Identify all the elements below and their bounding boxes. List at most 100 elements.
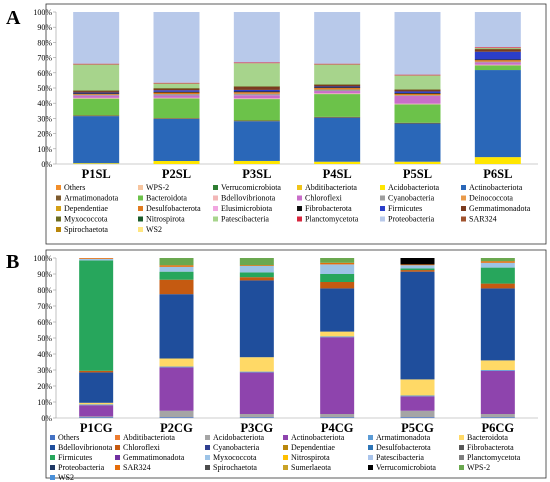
bar-seg-p3cg-wps-2 xyxy=(239,258,274,266)
bar-seg-p5sl-firmicutes xyxy=(394,91,441,93)
bar-seg-p3cg-firmicutes xyxy=(239,272,274,278)
bar-seg-p3cg-sar324 xyxy=(239,265,274,266)
bar-seg-p5sl-proteobacteria xyxy=(394,12,441,75)
legend-label-planctomycetota: Planctomycetota xyxy=(305,215,359,224)
legend-swatch-dependentiae xyxy=(56,206,61,211)
bar-seg-p6cg-bacteroidota xyxy=(480,360,515,370)
legend-label-firmicutes: Firmicutes xyxy=(58,453,92,462)
legend-label-firmicutes: Firmicutes xyxy=(388,204,422,213)
y-tick-label: 60% xyxy=(37,318,52,327)
legend-swatch-nitrospirota xyxy=(138,216,143,222)
legend-label-spirochaetota: Spirochaetota xyxy=(64,225,108,234)
bar-seg-p2sl-armatimonadota xyxy=(153,118,200,119)
legend-label-sumerlaeota: Sumerlaeota xyxy=(291,463,331,472)
bar-seg-p1sl-gemmatimonadota xyxy=(73,91,120,93)
legend-swatch-acidobacteriota xyxy=(380,185,385,190)
legend-swatch-dependentiae xyxy=(283,445,288,450)
legend-label-elusimicrobiota: Elusimicrobiota xyxy=(221,204,273,213)
bar-seg-p6cg-chloroflexi xyxy=(480,283,515,289)
bar-seg-p4cg-bdellovibrionota xyxy=(320,288,355,332)
legend-label-actinobacteriota: Actinobacteriota xyxy=(469,183,523,192)
bar-seg-p5sl-cyanobacteria xyxy=(394,95,441,97)
legend-label-nitrospirota: Nitrospirota xyxy=(291,453,330,462)
bar-seg-p6sl-gemmatimonadota xyxy=(474,49,521,52)
legend-swatch-armatimonadota xyxy=(368,435,373,440)
legend-label-bacteroidota: Bacteroidota xyxy=(467,433,508,442)
legend-label-desulfobacterota: Desulfobacterota xyxy=(376,443,431,452)
bar-seg-p5cg-actinobacteriota xyxy=(400,396,435,411)
y-tick-label: 50% xyxy=(37,84,52,93)
bar-seg-p1cg-firmicutes xyxy=(79,260,114,371)
bar-seg-p6sl-planctomycetota xyxy=(474,47,521,48)
legend-swatch-myxococcota xyxy=(56,216,61,222)
legend-label-wps-2: WPS-2 xyxy=(146,183,169,192)
bar-seg-p3sl-chloroflexi xyxy=(233,95,280,99)
legend-label-bacteroidota: Bacteroidota xyxy=(146,194,187,203)
bar-seg-p2cg-chloroflexi xyxy=(159,279,194,295)
bar-seg-p6cg-firmicutes xyxy=(480,267,515,284)
legend-label-dependentiae: Dependentiae xyxy=(291,443,335,452)
bar-seg-p1sl-cyanobacteria xyxy=(73,94,120,96)
bar-seg-p1cg-bdellovibrionota xyxy=(79,372,114,403)
bar-seg-p2cg-others xyxy=(159,417,194,418)
bar-seg-p4sl-firmicutes xyxy=(314,86,361,88)
bar-seg-p6cg-wps-2 xyxy=(480,258,515,262)
legend-swatch-sar324 xyxy=(461,216,466,222)
legend-swatch-wps-2 xyxy=(138,185,143,190)
bar-seg-p3sl-bdellovibrionota xyxy=(233,98,280,100)
legend-swatch-myxococcota xyxy=(205,455,210,460)
legend-label-verrucomicrobiota: Verrucomicrobiota xyxy=(376,463,436,472)
legend-label-chloroflexi: Chloroflexi xyxy=(123,443,161,452)
bar-seg-p1cg-armatimonadota xyxy=(79,404,114,406)
bar-seg-p6sl-desulfobacterota xyxy=(474,60,521,62)
legend-label-others: Others xyxy=(58,433,79,442)
panel-a-letter: A xyxy=(6,7,21,29)
legend-swatch-spirochaetota xyxy=(56,227,61,232)
legend-swatch-firmicutes xyxy=(50,455,55,460)
bar-seg-p4sl-chloroflexi xyxy=(314,91,361,94)
legend-label-myxococcota: Myxococcota xyxy=(64,215,108,224)
legend-label-nitrospirota: Nitrospirota xyxy=(146,215,185,224)
bar-seg-p2cg-acidobacteriota xyxy=(159,410,194,418)
legend-label-cyanobacteria: Cyanobacteria xyxy=(213,443,260,452)
bar-seg-p2sl-bdellovibrionota xyxy=(153,97,200,99)
legend-label-patescibacteria: Patescibacteria xyxy=(221,215,269,224)
bar-seg-p1sl-bdellovibrionota xyxy=(73,97,120,99)
bar-seg-p6sl-bdellovibrionota xyxy=(474,64,521,66)
bar-seg-p6cg-sar324 xyxy=(480,261,515,263)
y-tick-label: 80% xyxy=(37,38,52,47)
bar-seg-p1sl-armatimonadota xyxy=(73,115,120,117)
bar-seg-p1sl-patescibacteria xyxy=(73,64,120,91)
bar-seg-p5cg-chloroflexi xyxy=(400,270,435,272)
y-tick-label: 40% xyxy=(37,350,52,359)
legend-label-gemmatimonadota: Gemmatimonadota xyxy=(469,204,531,213)
bar-seg-p2sl-bacteroidota xyxy=(153,98,200,119)
legend-label-myxococcota: Myxococcota xyxy=(213,453,257,462)
bar-seg-p1cg-myxococcota xyxy=(79,258,114,261)
bar-seg-p5sl-patescibacteria xyxy=(394,75,441,90)
bar-seg-p1cg-others xyxy=(79,417,114,418)
bar-seg-p4sl-acidobacteriota xyxy=(314,161,361,164)
bar-seg-p2cg-firmicutes xyxy=(159,271,194,280)
legend-swatch-fibrobacterota xyxy=(297,206,302,211)
bar-seg-p3sl-desulfobacterota xyxy=(233,92,280,94)
bar-seg-p6cg-actinobacteriota xyxy=(480,370,515,414)
bar-seg-p5cg-others xyxy=(400,417,435,418)
legend-swatch-others xyxy=(50,435,55,440)
x-category-label: P2CG xyxy=(160,421,193,435)
bar-seg-p1cg-acidobacteriota xyxy=(79,416,114,418)
bar-seg-p3cg-armatimonadota xyxy=(239,371,274,373)
y-tick-label: 90% xyxy=(37,23,52,32)
bar-seg-p4sl-desulfobacterota xyxy=(314,88,361,90)
legend-label-actinobacteriota: Actinobacteriota xyxy=(291,433,345,442)
bar-seg-p5sl-myxococcota xyxy=(394,89,441,90)
bar-seg-p5sl-chloroflexi xyxy=(394,96,441,104)
legend-label-ws2: WS2 xyxy=(58,473,74,482)
bar-seg-p1sl-bacteroidota xyxy=(73,98,120,116)
bar-seg-p3sl-planctomycetota xyxy=(233,62,280,64)
y-tick-label: 40% xyxy=(37,99,52,108)
legend-label-deinococcota: Deinococcota xyxy=(469,194,513,203)
legend-label-proteobacteria: Proteobacteria xyxy=(388,215,435,224)
bar-seg-p1sl-chloroflexi xyxy=(73,95,120,98)
